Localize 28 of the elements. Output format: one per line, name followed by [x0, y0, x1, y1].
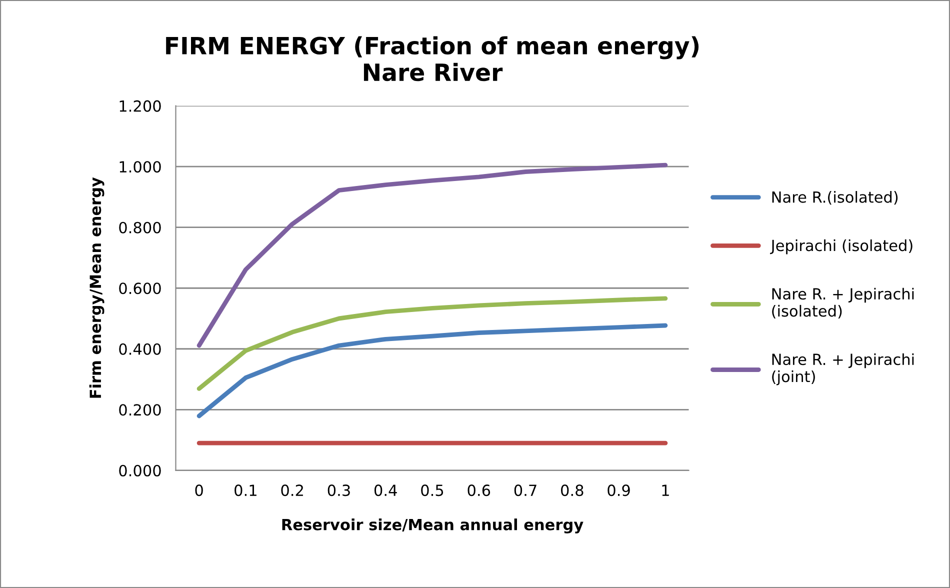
x-tick-label: 0.9 — [608, 484, 630, 496]
line-series — [196, 323, 668, 418]
legend-label: Nare R.(isolated) — [772, 191, 898, 205]
y-tick-label: 0.200 — [119, 404, 161, 416]
x-tick-label: 0.4 — [374, 484, 397, 496]
legend-label: Jepirachi (isolated) — [770, 239, 912, 254]
x-tick-label: 0.3 — [328, 484, 350, 496]
x-tick-label: 1 — [662, 484, 669, 496]
x-tick-label: 0.2 — [281, 484, 303, 496]
x-tick-label: 0.7 — [514, 484, 536, 496]
y-tick-label: 0.600 — [119, 282, 161, 294]
x-tick-label: 0.8 — [561, 484, 584, 496]
legend-label: Nare R. + Jepirachi (joint) — [772, 353, 914, 386]
line-series — [196, 162, 668, 348]
chart-title: FIRM ENERGY (Fraction of mean energy) Nare River — [166, 36, 699, 82]
x-tick-label: 0.1 — [234, 484, 256, 496]
y-tick-label: 0.000 — [119, 464, 161, 476]
x-tick-label: 0 — [195, 484, 203, 496]
y-tick-label: 0.800 — [119, 222, 161, 234]
line-series — [196, 296, 668, 391]
x-axis-title: Reservoir size/Mean annual energy — [282, 518, 584, 534]
y-tick-label: 1.200 — [120, 100, 161, 112]
y-tick-label: 1.000 — [120, 161, 161, 173]
x-tick-label: 0.6 — [468, 484, 490, 496]
legend-label: Nare R. + Jepirachi (isolated) — [772, 288, 914, 319]
x-tick-label: 0.5 — [421, 484, 444, 496]
y-axis-title: Firm energy/Mean energy — [89, 177, 104, 398]
y-tick-label: 0.400 — [119, 343, 161, 355]
